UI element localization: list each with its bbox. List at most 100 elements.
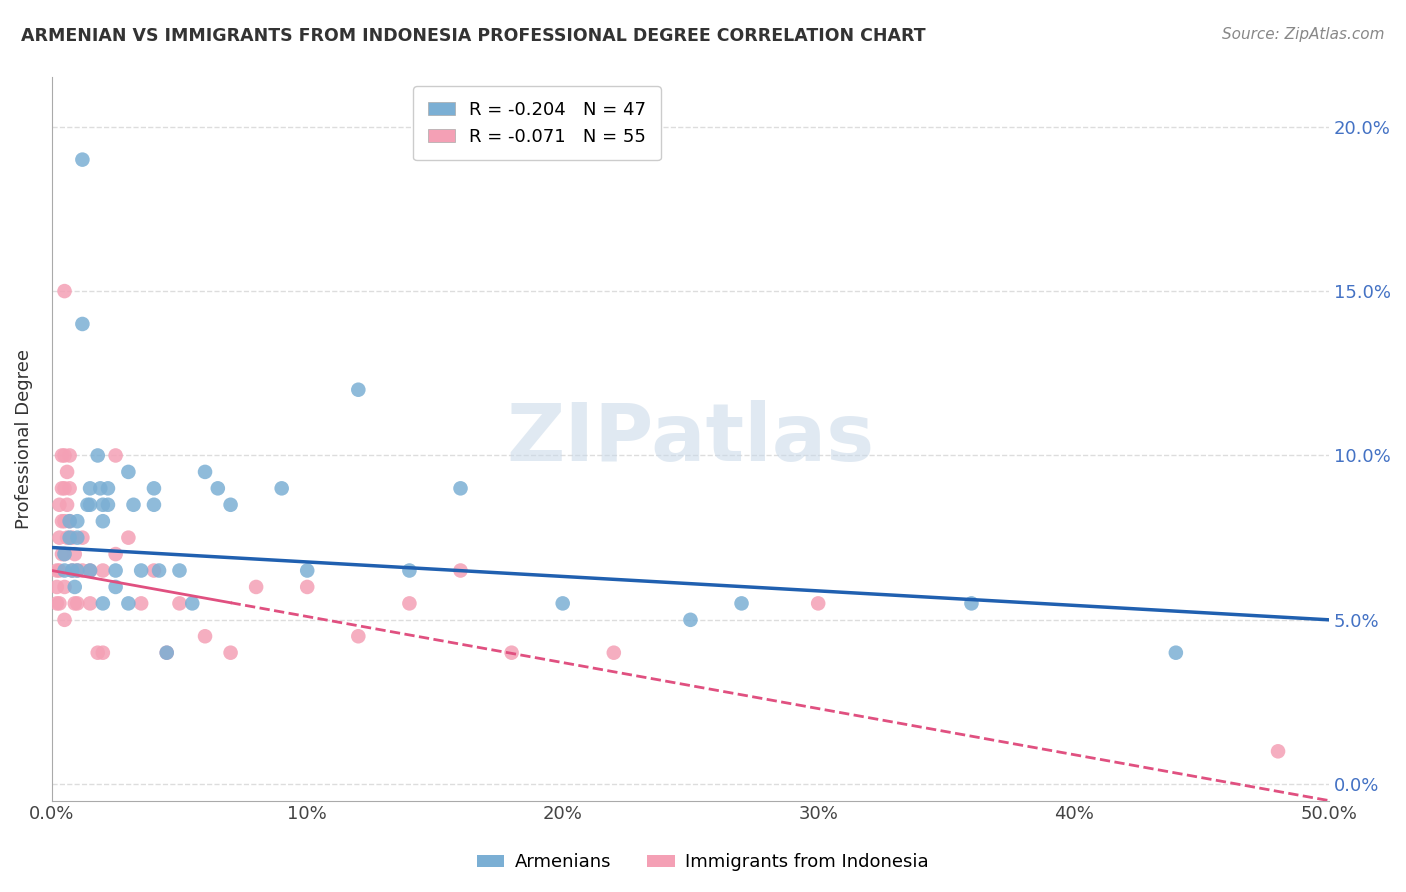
Point (117, 465, 139, 479)
Point (1267, 744, 1289, 758)
Point (156, 646, 179, 660)
Point (194, 465, 217, 479)
Point (53, 564, 76, 578)
Point (48, 596, 70, 610)
Point (207, 481, 229, 495)
Point (79, 481, 101, 495)
Point (91, 596, 114, 610)
Point (807, 596, 830, 610)
Point (53, 547, 76, 561)
Point (45, 596, 67, 610)
Point (97, 481, 120, 495)
Point (66, 514, 89, 528)
Point (66, 531, 89, 545)
Point (129, 596, 152, 610)
Text: ARMENIAN VS IMMIGRANTS FROM INDONESIA PROFESSIONAL DEGREE CORRELATION CHART: ARMENIAN VS IMMIGRANTS FROM INDONESIA PR… (21, 27, 925, 45)
Point (59, 514, 82, 528)
Point (104, 449, 127, 463)
Point (501, 646, 523, 660)
Text: Source: ZipAtlas.com: Source: ZipAtlas.com (1222, 27, 1385, 42)
Point (79, 596, 101, 610)
Point (53, 284, 76, 298)
Point (51, 547, 73, 561)
Point (398, 596, 420, 610)
Point (48, 564, 70, 578)
Point (129, 564, 152, 578)
Point (181, 596, 204, 610)
Point (450, 564, 472, 578)
Point (87, 449, 110, 463)
Point (79, 564, 101, 578)
Legend: R = -0.204   N = 47, R = -0.071   N = 55: R = -0.204 N = 47, R = -0.071 N = 55 (413, 87, 661, 161)
Point (551, 596, 574, 610)
Point (51, 481, 73, 495)
Point (48, 531, 70, 545)
Point (603, 646, 626, 660)
Point (142, 498, 165, 512)
Point (297, 580, 319, 594)
Point (169, 564, 191, 578)
Point (450, 481, 472, 495)
Point (45, 580, 67, 594)
Point (87, 646, 110, 660)
Point (104, 547, 127, 561)
Point (347, 629, 370, 643)
Point (219, 646, 242, 660)
Point (60, 531, 83, 545)
Point (63, 596, 86, 610)
Point (1164, 646, 1187, 660)
Point (45, 564, 67, 578)
Point (142, 481, 165, 495)
Point (59, 531, 82, 545)
Point (245, 580, 267, 594)
Point (219, 498, 242, 512)
Point (59, 514, 82, 528)
Point (56, 531, 79, 545)
Point (53, 449, 76, 463)
Point (53, 580, 76, 594)
Point (142, 564, 165, 578)
Point (91, 564, 114, 578)
Point (347, 383, 370, 397)
Point (76, 498, 98, 512)
Point (679, 613, 702, 627)
Point (48, 498, 70, 512)
Point (53, 514, 76, 528)
Y-axis label: Professional Degree: Professional Degree (15, 349, 32, 529)
Text: ZIPatlas: ZIPatlas (506, 400, 875, 478)
Point (91, 498, 114, 512)
Point (79, 564, 101, 578)
Point (66, 564, 89, 578)
Point (72, 153, 94, 167)
Point (89, 481, 111, 495)
Point (72, 564, 94, 578)
Point (297, 564, 319, 578)
Point (59, 449, 82, 463)
Point (117, 596, 139, 610)
Point (148, 564, 170, 578)
Point (60, 564, 83, 578)
Point (91, 646, 114, 660)
Point (398, 564, 420, 578)
Point (53, 481, 76, 495)
Point (97, 498, 120, 512)
Point (91, 514, 114, 528)
Point (156, 646, 179, 660)
Point (104, 564, 127, 578)
Point (60, 564, 83, 578)
Point (960, 596, 983, 610)
Point (194, 629, 217, 643)
Point (59, 481, 82, 495)
Point (56, 465, 79, 479)
Point (72, 531, 94, 545)
Point (56, 498, 79, 512)
Point (66, 596, 89, 610)
Point (122, 498, 145, 512)
Point (730, 596, 752, 610)
Point (72, 317, 94, 331)
Point (270, 481, 292, 495)
Point (104, 580, 127, 594)
Point (169, 596, 191, 610)
Point (117, 531, 139, 545)
Point (66, 564, 89, 578)
